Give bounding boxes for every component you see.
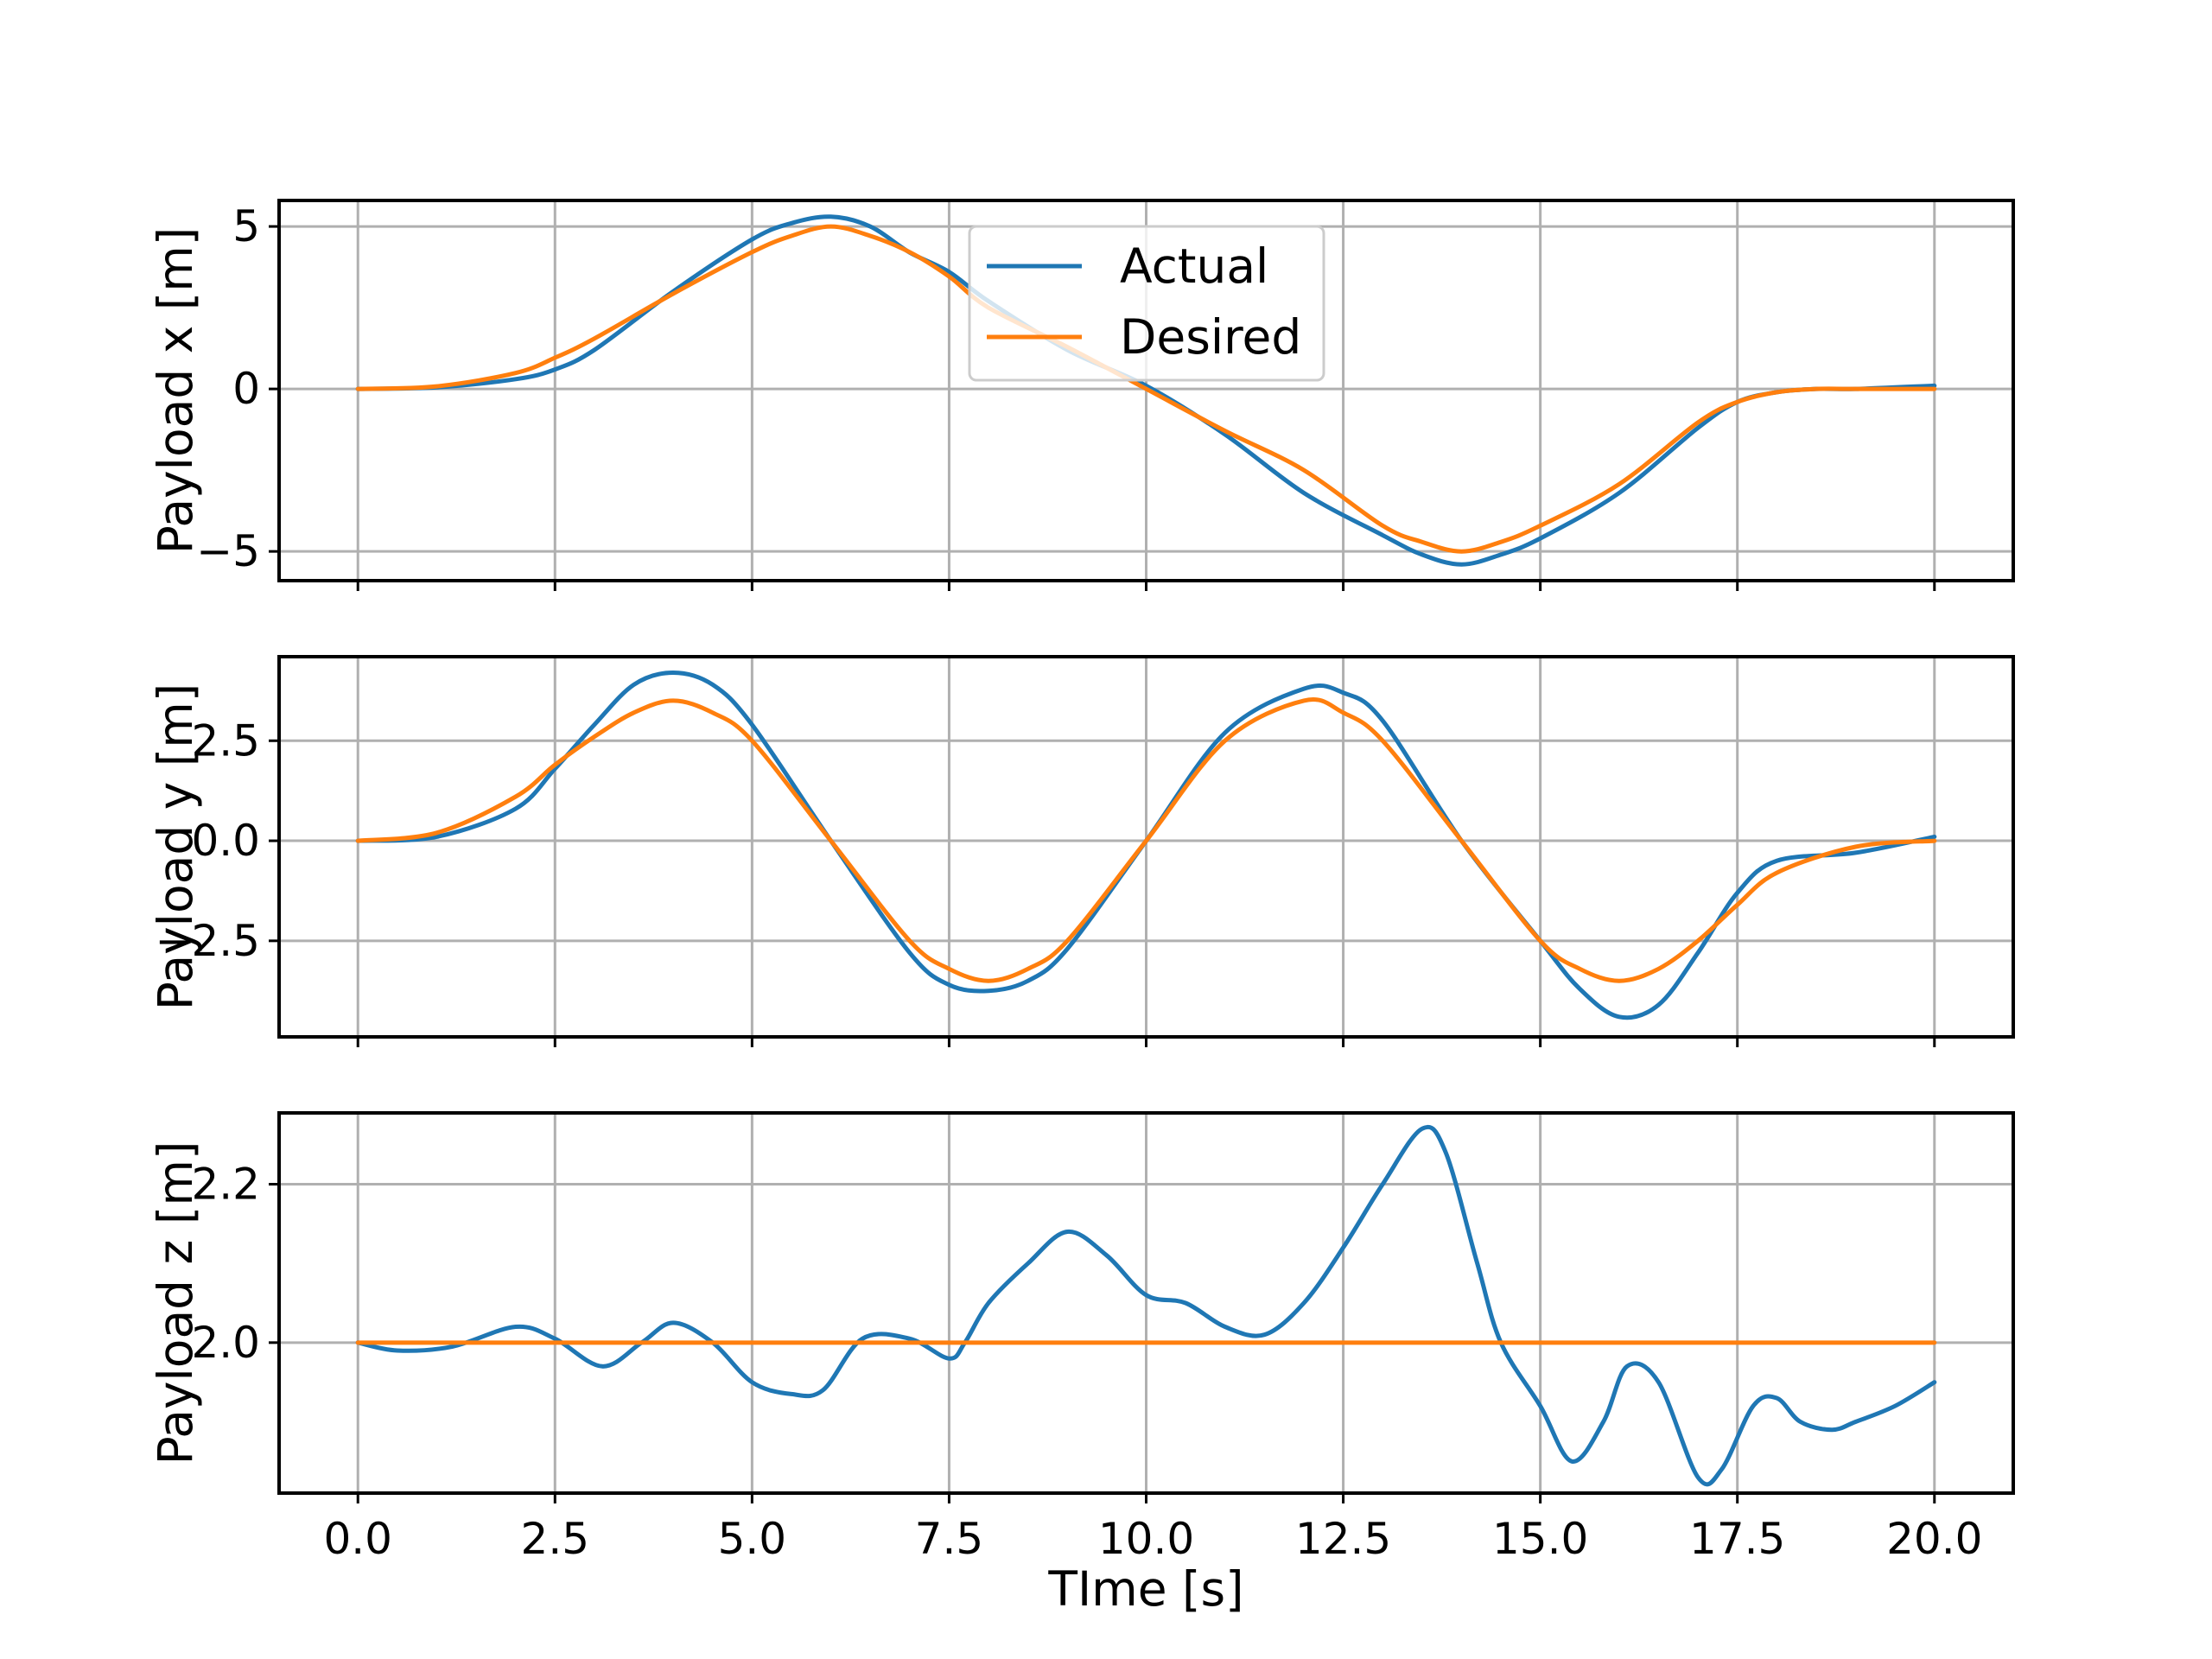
grid-lines (279, 657, 2013, 1037)
y-tick-label: 0.0 (191, 816, 260, 866)
x-axis-label: TIme [s] (1047, 1561, 1243, 1617)
y-tick-label: 2.2 (191, 1160, 260, 1210)
series-lines (355, 671, 1937, 1020)
y-tick-label: −2.5 (156, 916, 260, 966)
axes-frame (277, 1111, 2015, 1495)
x-tick-label: 15.0 (1492, 1514, 1588, 1564)
x-tick-label: 2.5 (521, 1514, 590, 1564)
series-lines (355, 214, 1937, 567)
y-tick-label: 0 (232, 364, 260, 414)
series-line-actual (355, 214, 1937, 567)
x-tick-label: 20.0 (1886, 1514, 1982, 1564)
x-tick-label: 7.5 (915, 1514, 984, 1564)
subplot-payload-y: 2.5 0.0 −2.5 Payload y [m] (148, 655, 2015, 1047)
y-tick-label: 5 (232, 201, 260, 251)
series-line-desired (355, 224, 1937, 554)
y-axis-label: Payload y [m] (148, 683, 203, 1011)
legend: Actual Desired (968, 225, 1325, 382)
y-axis-label: Payload z [m] (148, 1141, 203, 1465)
axes-frame (277, 199, 2015, 582)
x-tick-label: 5.0 (718, 1514, 787, 1564)
series-line-actual (355, 1124, 1937, 1487)
tick-labels: 2.5 0.0 −2.5 (156, 715, 260, 966)
x-tick-label: 0.0 (323, 1514, 392, 1564)
x-tick-label: 17.5 (1689, 1514, 1785, 1564)
tick-labels: 5 0 −5 (196, 201, 260, 576)
y-tick-label: 2.5 (191, 715, 260, 766)
series-line-desired (355, 697, 1937, 983)
series-lines (355, 1124, 1937, 1487)
axes-frame (277, 655, 2015, 1039)
legend-label-actual: Actual (1120, 238, 1268, 294)
x-tick-label: 12.5 (1295, 1514, 1391, 1564)
y-tick-label: −5 (196, 526, 260, 576)
legend-label-desired: Desired (1120, 309, 1301, 365)
tick-labels: 0.0 2.5 5.0 7.5 10.0 12.5 15.0 17.5 20.0 2.2 2.0 (191, 1160, 1982, 1565)
subplot-payload-z: 0.0 2.5 5.0 7.5 10.0 12.5 15.0 17.5 20.0 2.2 2.0 P… (148, 1111, 2015, 1617)
x-tick-label: 10.0 (1098, 1514, 1194, 1564)
y-tick-label: 2.0 (191, 1318, 260, 1368)
y-axis-label: Payload x [m] (148, 227, 203, 555)
